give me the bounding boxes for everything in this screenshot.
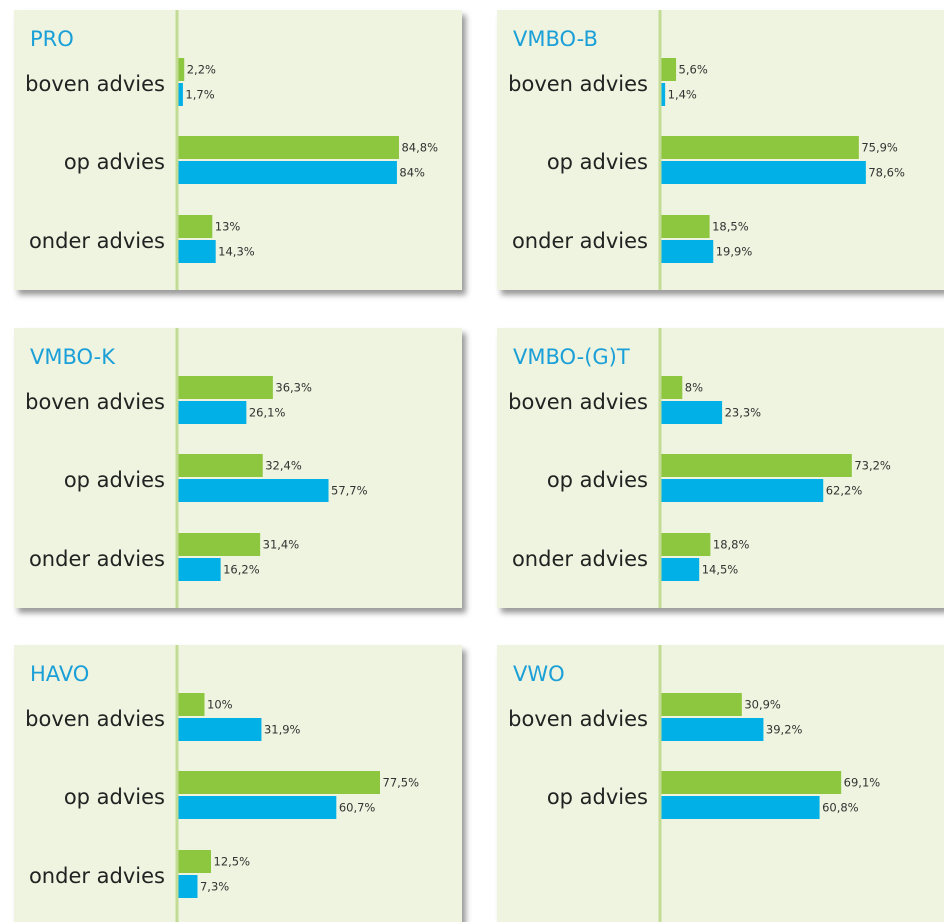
bar (178, 718, 262, 741)
category-label: onder advies (29, 547, 165, 571)
value-label: 57,7% (331, 484, 368, 498)
bar (178, 533, 261, 556)
category-label: boven advies (508, 72, 648, 96)
panel-title: VMBO-(G)T (513, 345, 630, 369)
value-label: 14,5% (702, 563, 739, 577)
panel-title: HAVO (30, 662, 89, 686)
bar (178, 136, 399, 159)
bar (661, 558, 700, 581)
category-label: op advies (547, 785, 648, 809)
value-label: 23,3% (725, 406, 762, 420)
bar (661, 479, 824, 502)
category-label: onder advies (512, 547, 648, 571)
bar (178, 83, 183, 106)
bar (661, 136, 859, 159)
value-label: 73,2% (854, 459, 891, 473)
value-label: 12,5% (214, 855, 251, 869)
value-label: 26,1% (249, 406, 286, 420)
bar (178, 215, 213, 238)
bar (178, 875, 198, 898)
bar (178, 161, 397, 184)
value-label: 60,7% (339, 801, 376, 815)
value-label: 18,5% (712, 220, 749, 234)
value-label: 78,6% (868, 166, 905, 180)
bar (661, 215, 710, 238)
value-label: 31,4% (263, 538, 300, 552)
value-label: 60,8% (822, 801, 859, 815)
value-label: 10% (207, 698, 233, 712)
bar (178, 771, 380, 794)
category-label: onder advies (512, 229, 648, 253)
value-label: 16,2% (223, 563, 260, 577)
category-label: onder advies (29, 229, 165, 253)
value-label: 62,2% (826, 484, 863, 498)
value-label: 69,1% (844, 776, 881, 790)
bar (661, 240, 714, 263)
bar (178, 558, 221, 581)
category-label: op advies (547, 150, 648, 174)
bar (661, 718, 764, 741)
category-label: op advies (547, 468, 648, 492)
panel-title: VMBO-B (513, 27, 598, 51)
value-label: 84,8% (401, 141, 438, 155)
bar (178, 401, 247, 424)
category-label: op advies (64, 468, 165, 492)
panel-title: PRO (30, 27, 74, 51)
value-label: 2,2% (187, 63, 216, 77)
bar (661, 376, 683, 399)
bar (178, 693, 205, 716)
value-label: 1,4% (668, 88, 697, 102)
bar (661, 58, 677, 81)
value-label: 18,8% (713, 538, 750, 552)
bar (178, 376, 273, 399)
category-label: boven advies (508, 707, 648, 731)
panel-title: VWO (513, 662, 565, 686)
value-label: 39,2% (766, 723, 803, 737)
bar (661, 796, 820, 819)
panel-title: VMBO-K (30, 345, 116, 369)
bar (661, 533, 711, 556)
bar (661, 401, 723, 424)
value-label: 75,9% (861, 141, 898, 155)
bar (178, 454, 263, 477)
bar (178, 479, 329, 502)
bar (661, 454, 852, 477)
value-label: 77,5% (383, 776, 420, 790)
category-label: boven advies (25, 390, 165, 414)
category-label: boven advies (25, 72, 165, 96)
bar (178, 240, 216, 263)
bar (661, 161, 866, 184)
value-label: 5,6% (679, 63, 708, 77)
value-label: 30,9% (744, 698, 781, 712)
bar (661, 693, 742, 716)
value-label: 13% (215, 220, 241, 234)
bar (178, 796, 337, 819)
bar (178, 850, 211, 873)
value-label: 84% (399, 166, 425, 180)
value-label: 1,7% (185, 88, 214, 102)
value-label: 8% (685, 381, 703, 395)
value-label: 36,3% (275, 381, 312, 395)
category-label: op advies (64, 785, 165, 809)
category-label: boven advies (508, 390, 648, 414)
bar (178, 58, 185, 81)
value-label: 31,9% (264, 723, 301, 737)
category-label: onder advies (29, 864, 165, 888)
category-label: op advies (64, 150, 165, 174)
category-label: boven advies (25, 707, 165, 731)
value-label: 19,9% (716, 245, 753, 259)
value-label: 32,4% (265, 459, 302, 473)
value-label: 14,3% (218, 245, 255, 259)
bar (661, 771, 842, 794)
value-label: 7,3% (200, 880, 229, 894)
bar (661, 83, 666, 106)
